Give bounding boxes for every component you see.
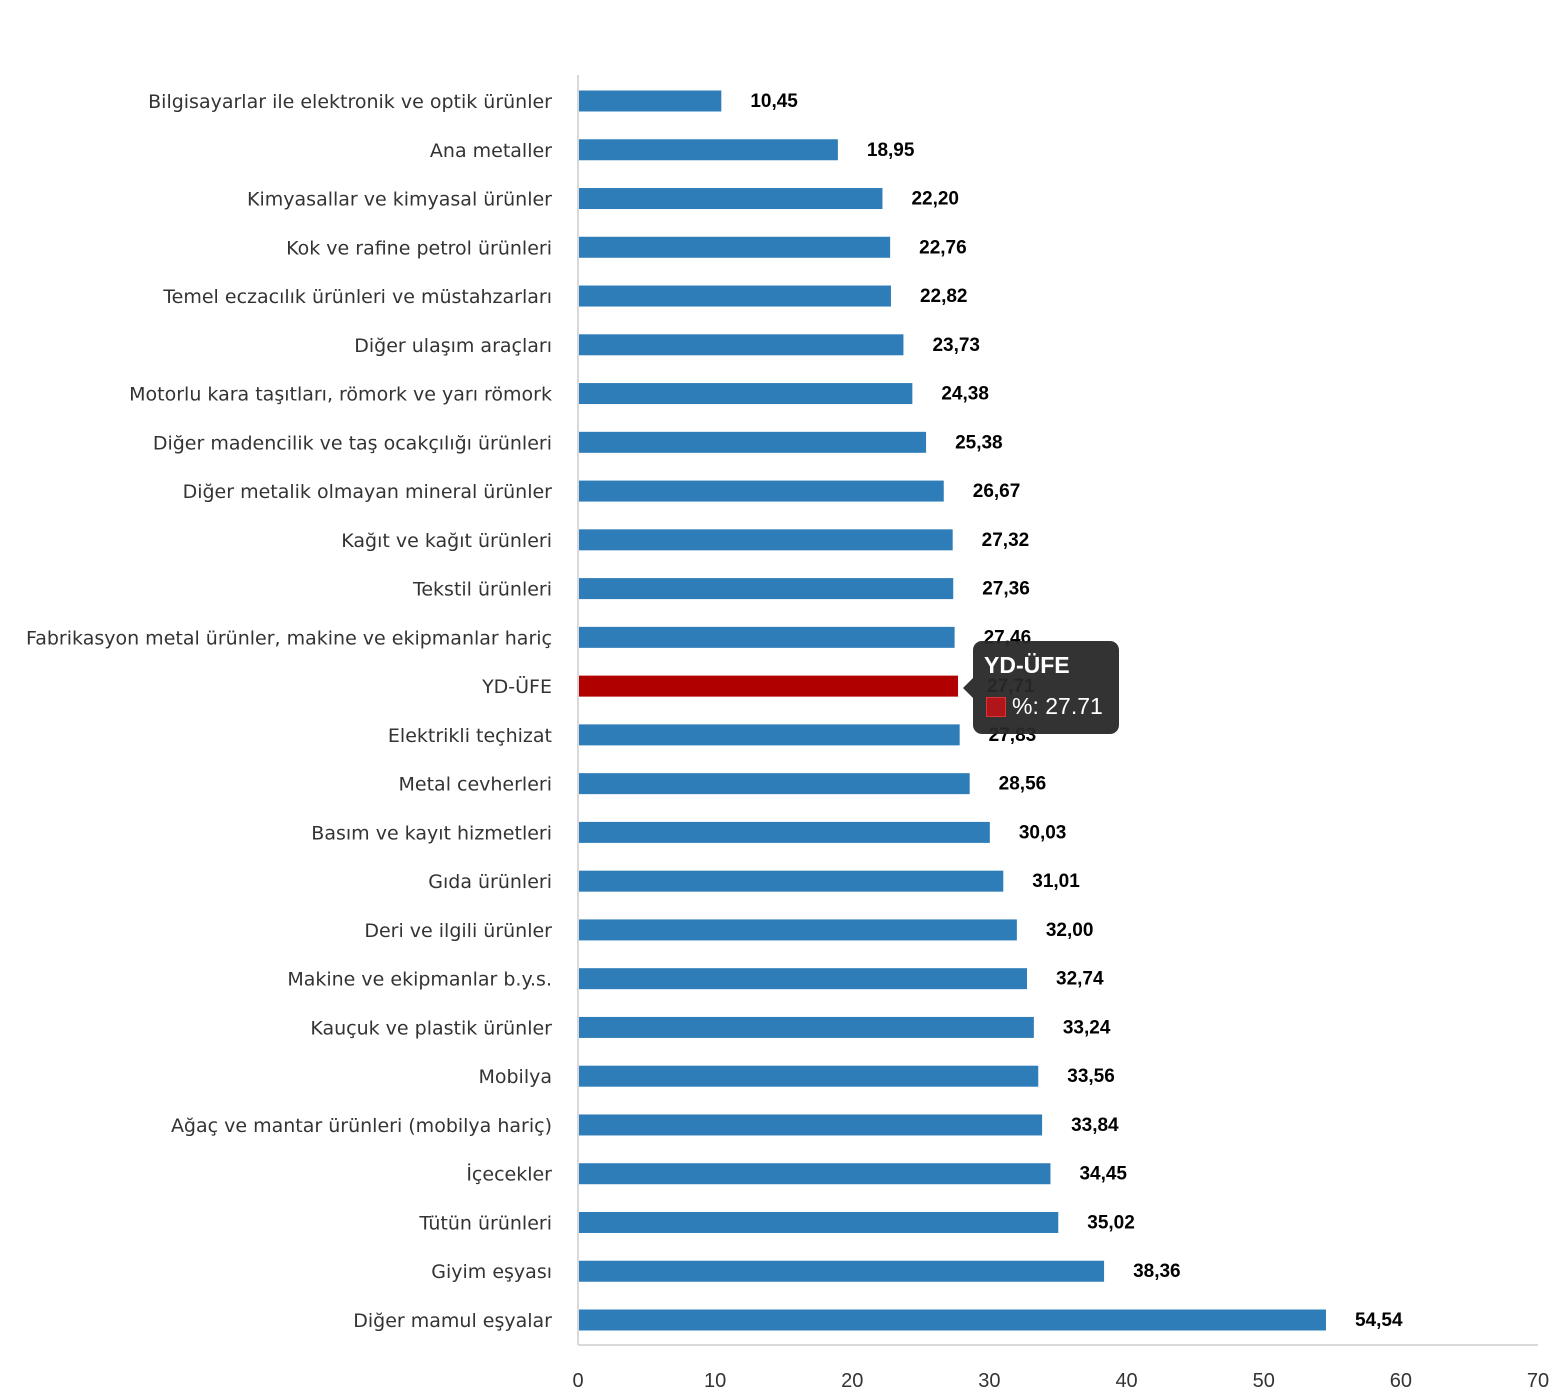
value-label: 35,02 bbox=[1087, 1212, 1135, 1233]
value-label: 23,73 bbox=[932, 335, 980, 356]
bar bbox=[579, 870, 1004, 892]
bar bbox=[579, 139, 838, 161]
bar bbox=[579, 90, 722, 112]
bar bbox=[579, 480, 944, 502]
x-tick-label: 30 bbox=[978, 1370, 1000, 1392]
tooltip-swatch-icon bbox=[986, 696, 1006, 717]
bar bbox=[579, 968, 1028, 990]
value-label: 30,03 bbox=[1019, 822, 1067, 843]
bar bbox=[579, 285, 891, 307]
category-label: Kauçuk ve plastik ürünler bbox=[310, 1017, 552, 1039]
tooltip-title: YD-ÜFE bbox=[984, 652, 1070, 678]
x-tick-label: 0 bbox=[572, 1370, 583, 1392]
category-label: İçecekler bbox=[466, 1163, 552, 1186]
value-label: 22,76 bbox=[919, 237, 967, 258]
category-label: YD-ÜFE bbox=[481, 675, 552, 698]
category-label: Tekstil ürünleri bbox=[412, 579, 552, 601]
category-label: Bilgisayarlar ile elektronik ve optik ür… bbox=[148, 91, 552, 113]
bar bbox=[579, 773, 970, 795]
bar bbox=[579, 529, 953, 551]
value-label: 54,54 bbox=[1355, 1310, 1403, 1331]
category-label: Metal cevherleri bbox=[399, 774, 552, 796]
value-label: 25,38 bbox=[955, 432, 1003, 453]
value-label: 33,56 bbox=[1067, 1066, 1115, 1087]
value-label: 32,74 bbox=[1056, 969, 1104, 990]
category-label: Tütün ürünleri bbox=[418, 1212, 552, 1234]
value-label: 31,01 bbox=[1032, 871, 1080, 892]
category-label: Elektrikli teçhizat bbox=[388, 725, 552, 747]
category-label: Makine ve ekipmanlar b.y.s. bbox=[287, 969, 552, 991]
value-label: 33,24 bbox=[1063, 1017, 1111, 1038]
bar bbox=[579, 1163, 1051, 1185]
bar bbox=[579, 1016, 1034, 1038]
value-label: 27,36 bbox=[982, 579, 1030, 600]
value-label: 27,32 bbox=[982, 530, 1030, 551]
category-label: Kimyasallar ve kimyasal ürünler bbox=[247, 189, 552, 211]
x-tick-label: 20 bbox=[841, 1370, 863, 1392]
category-label: Kağıt ve kağıt ürünleri bbox=[341, 530, 552, 552]
value-label: 28,56 bbox=[999, 774, 1047, 795]
bar bbox=[579, 919, 1017, 941]
value-label: 22,20 bbox=[911, 189, 959, 210]
bar-highlight bbox=[579, 675, 959, 697]
bar bbox=[579, 188, 883, 210]
tooltip: YD-ÜFE %: 27.71 bbox=[963, 641, 1119, 734]
bar bbox=[579, 431, 927, 453]
category-label: Diğer madencilik ve taş ocakçılığı ürünl… bbox=[153, 432, 552, 454]
value-label: 34,45 bbox=[1079, 1164, 1127, 1185]
category-label: Ana metaller bbox=[430, 140, 552, 162]
value-label: 10,45 bbox=[750, 91, 798, 112]
value-label: 22,82 bbox=[920, 286, 968, 307]
bar bbox=[579, 1065, 1039, 1087]
category-label: Deri ve ilgili ürünler bbox=[364, 920, 552, 942]
category-label: Temel eczacılık ürünleri ve müstahzarlar… bbox=[162, 286, 552, 308]
tooltip-value: %: 27.71 bbox=[1012, 693, 1103, 719]
category-label: Diğer mamul eşyalar bbox=[353, 1310, 552, 1332]
bar bbox=[579, 1114, 1043, 1136]
x-tick-label: 10 bbox=[704, 1370, 726, 1392]
category-label: Motorlu kara taşıtları, römork ve yarı r… bbox=[129, 384, 552, 406]
category-label: Diğer metalik olmayan mineral ürünler bbox=[183, 481, 553, 503]
bar bbox=[579, 724, 960, 746]
bar bbox=[579, 1211, 1059, 1233]
value-label: 32,00 bbox=[1046, 920, 1094, 941]
value-label: 33,84 bbox=[1071, 1115, 1119, 1136]
category-label: Diğer ulaşım araçları bbox=[354, 335, 552, 357]
bar bbox=[579, 383, 913, 405]
x-tick-label: 50 bbox=[1253, 1370, 1275, 1392]
tooltip-row: %: 27.71 bbox=[986, 693, 1103, 720]
category-label: Fabrikasyon metal ürünler, makine ve eki… bbox=[26, 627, 552, 649]
category-label: Gıda ürünleri bbox=[428, 871, 552, 893]
bar bbox=[579, 626, 955, 648]
bar bbox=[579, 578, 954, 600]
bar bbox=[579, 334, 904, 356]
value-label: 18,95 bbox=[867, 140, 915, 161]
category-label: Giyim eşyası bbox=[431, 1261, 552, 1283]
category-label: Basım ve kayıt hizmetleri bbox=[311, 822, 552, 844]
bar bbox=[579, 1309, 1326, 1331]
category-label: Ağaç ve mantar ürünleri (mobilya hariç) bbox=[171, 1115, 552, 1137]
category-label: Kok ve rafine petrol ürünleri bbox=[286, 237, 552, 259]
bar bbox=[579, 821, 990, 843]
category-label: Mobilya bbox=[478, 1066, 552, 1088]
x-tick-label: 60 bbox=[1390, 1370, 1412, 1392]
value-label: 38,36 bbox=[1133, 1261, 1181, 1282]
bar bbox=[579, 236, 891, 258]
x-tick-label: 40 bbox=[1115, 1370, 1137, 1392]
value-label: 24,38 bbox=[941, 384, 989, 405]
value-label: 26,67 bbox=[973, 481, 1021, 502]
bar bbox=[579, 1260, 1105, 1282]
x-tick-label: 70 bbox=[1527, 1370, 1549, 1392]
